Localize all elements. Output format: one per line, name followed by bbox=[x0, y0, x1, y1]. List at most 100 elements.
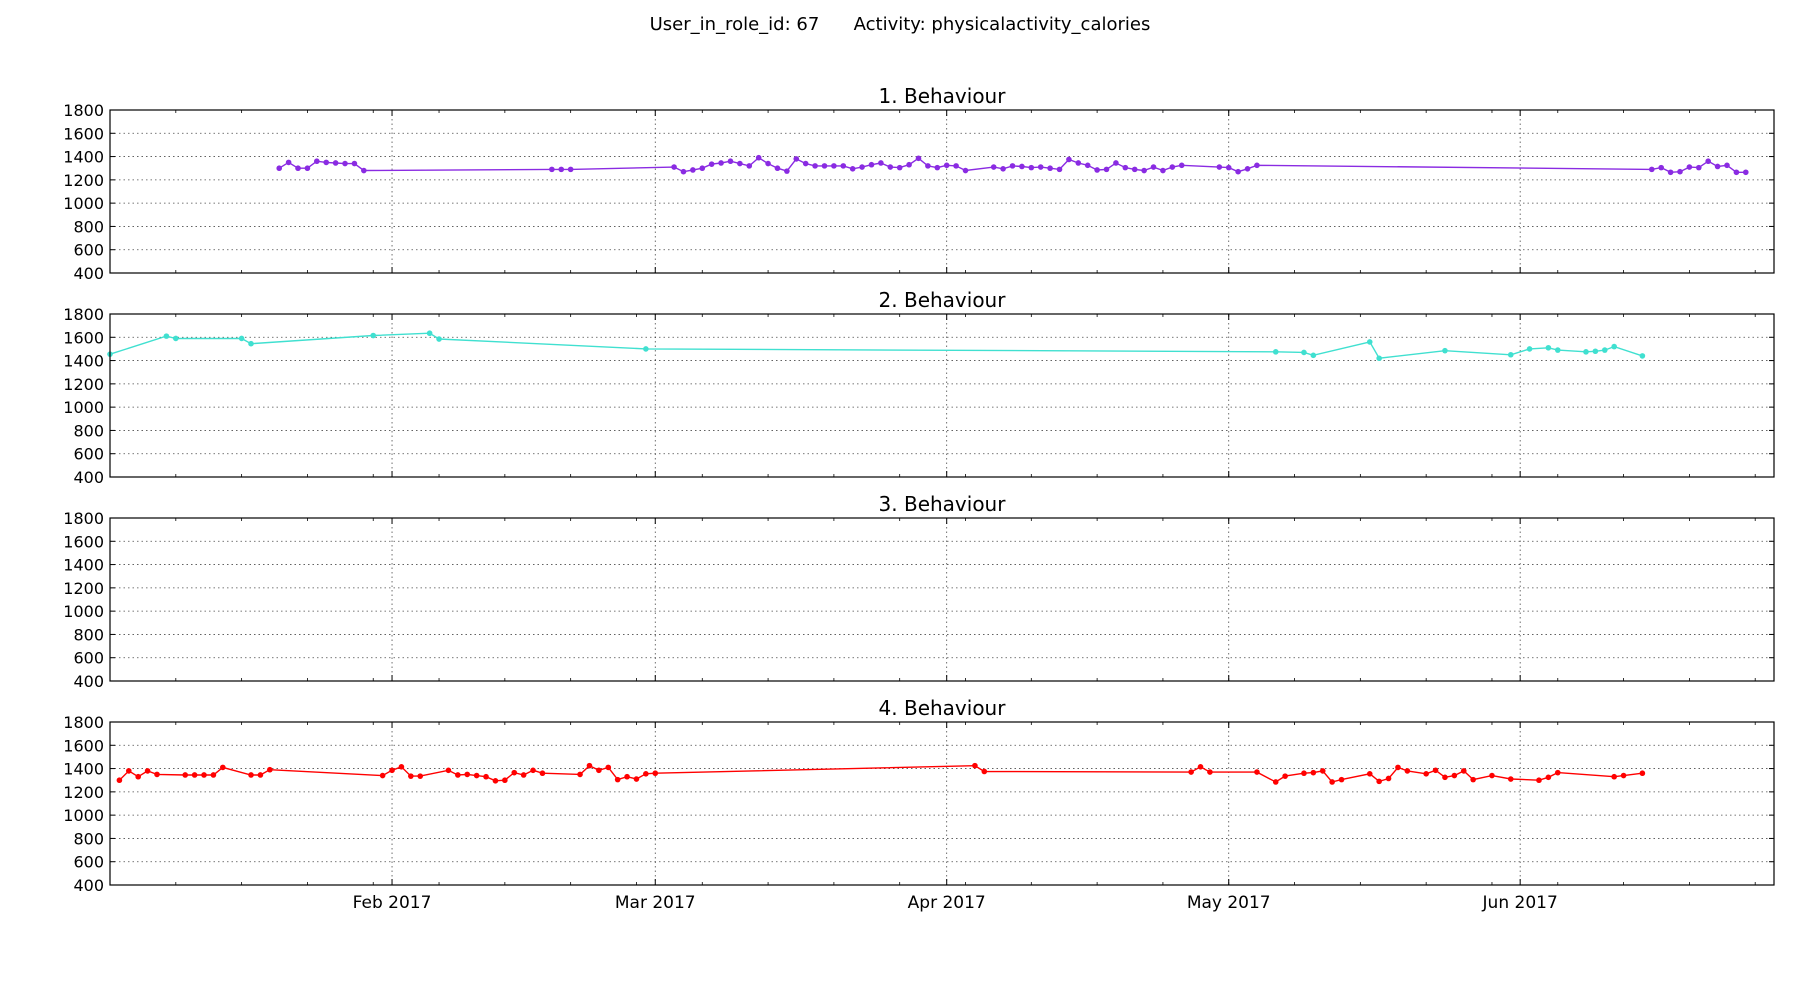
y-tick-label: 1200 bbox=[63, 375, 104, 394]
data-point bbox=[1376, 355, 1382, 362]
data-point bbox=[163, 333, 170, 339]
data-point bbox=[154, 771, 160, 778]
y-tick-label: 1000 bbox=[63, 398, 104, 417]
y-tick-label: 1600 bbox=[63, 532, 104, 551]
y-tick-label: 1800 bbox=[63, 713, 104, 732]
data-point bbox=[1066, 156, 1072, 163]
data-point bbox=[1094, 167, 1100, 173]
panel-frame bbox=[109, 109, 1775, 274]
y-tick-label: 1600 bbox=[63, 328, 104, 347]
data-point bbox=[840, 163, 847, 169]
data-point bbox=[257, 772, 264, 778]
data-point bbox=[1244, 165, 1251, 172]
data-point bbox=[1451, 772, 1458, 779]
y-tick-label: 1600 bbox=[63, 124, 104, 143]
data-point bbox=[323, 159, 330, 166]
data-point bbox=[1272, 349, 1279, 355]
data-point bbox=[614, 776, 621, 783]
data-point bbox=[210, 772, 217, 778]
data-point bbox=[567, 166, 574, 173]
data-point bbox=[173, 335, 179, 342]
data-point bbox=[690, 167, 696, 173]
y-tick-label: 800 bbox=[73, 829, 104, 848]
data-point bbox=[267, 766, 273, 773]
y-tick-label: 1800 bbox=[63, 305, 104, 324]
data-point bbox=[1442, 774, 1448, 781]
data-point bbox=[624, 773, 630, 780]
data-point bbox=[1677, 168, 1683, 175]
data-point bbox=[464, 771, 471, 778]
data-point bbox=[1733, 169, 1740, 176]
data-point bbox=[1310, 769, 1317, 776]
data-point bbox=[633, 776, 640, 782]
data-point bbox=[1601, 347, 1608, 353]
data-point bbox=[1423, 771, 1429, 777]
data-point bbox=[643, 771, 649, 777]
data-point bbox=[972, 762, 978, 769]
data-point bbox=[887, 164, 894, 170]
data-point bbox=[802, 160, 809, 167]
x-tick-label: Jun 2017 bbox=[1482, 893, 1558, 913]
series-line bbox=[118, 764, 1643, 783]
x-tick-label: Mar 2017 bbox=[615, 893, 696, 913]
data-point bbox=[539, 770, 546, 777]
data-point bbox=[1366, 339, 1373, 345]
data-point bbox=[755, 154, 762, 161]
data-point bbox=[708, 161, 715, 167]
data-point bbox=[1009, 163, 1016, 169]
data-point bbox=[793, 156, 800, 162]
y-tick-label: 1400 bbox=[63, 352, 104, 371]
data-point bbox=[1037, 164, 1044, 170]
data-point bbox=[1545, 344, 1552, 351]
data-point bbox=[1141, 167, 1147, 174]
data-point bbox=[934, 164, 941, 171]
data-point bbox=[502, 777, 508, 784]
data-point bbox=[511, 769, 518, 776]
data-point bbox=[878, 160, 884, 166]
y-tick-label: 1000 bbox=[63, 602, 104, 621]
data-point bbox=[1639, 770, 1646, 777]
data-point bbox=[1150, 164, 1157, 170]
data-point bbox=[1705, 158, 1711, 165]
data-point bbox=[304, 165, 311, 172]
data-point bbox=[643, 346, 649, 352]
data-point bbox=[1178, 162, 1185, 169]
data-point bbox=[1235, 168, 1241, 175]
data-point bbox=[1301, 770, 1307, 777]
data-point bbox=[671, 164, 677, 170]
data-point bbox=[1272, 779, 1279, 785]
data-point bbox=[492, 777, 499, 784]
data-point bbox=[1648, 166, 1655, 173]
data-point bbox=[1338, 776, 1345, 783]
data-point bbox=[220, 764, 226, 771]
data-point bbox=[1047, 165, 1053, 172]
data-point bbox=[596, 767, 602, 774]
data-point bbox=[530, 767, 536, 774]
data-point bbox=[1507, 351, 1514, 358]
y-tick-label: 400 bbox=[73, 672, 104, 691]
data-point bbox=[473, 772, 480, 779]
x-tick-label: Feb 2017 bbox=[353, 893, 432, 913]
data-point bbox=[1385, 775, 1392, 782]
y-tick-label: 400 bbox=[73, 876, 104, 895]
y-tick-label: 600 bbox=[73, 445, 104, 464]
data-point bbox=[1554, 347, 1561, 353]
data-point bbox=[126, 768, 132, 774]
data-point bbox=[784, 168, 790, 174]
data-point bbox=[135, 773, 142, 780]
activity-label: Activity: physicalactivity_calories bbox=[853, 14, 1151, 35]
data-point bbox=[1611, 773, 1617, 780]
panel-title: 2. Behaviour bbox=[879, 288, 1007, 312]
data-point bbox=[1442, 347, 1448, 354]
user-id-label: User_in_role_id: 67 bbox=[649, 14, 820, 35]
data-point bbox=[1197, 764, 1204, 770]
data-point bbox=[314, 158, 320, 165]
data-point bbox=[1084, 162, 1091, 169]
data-point bbox=[1028, 164, 1035, 171]
panel-title: 3. Behaviour bbox=[879, 492, 1007, 516]
data-point bbox=[426, 330, 433, 337]
y-tick-label: 400 bbox=[73, 468, 104, 487]
y-tick-label: 600 bbox=[73, 853, 104, 872]
data-point bbox=[1122, 164, 1129, 171]
y-tick-label: 400 bbox=[73, 264, 104, 283]
